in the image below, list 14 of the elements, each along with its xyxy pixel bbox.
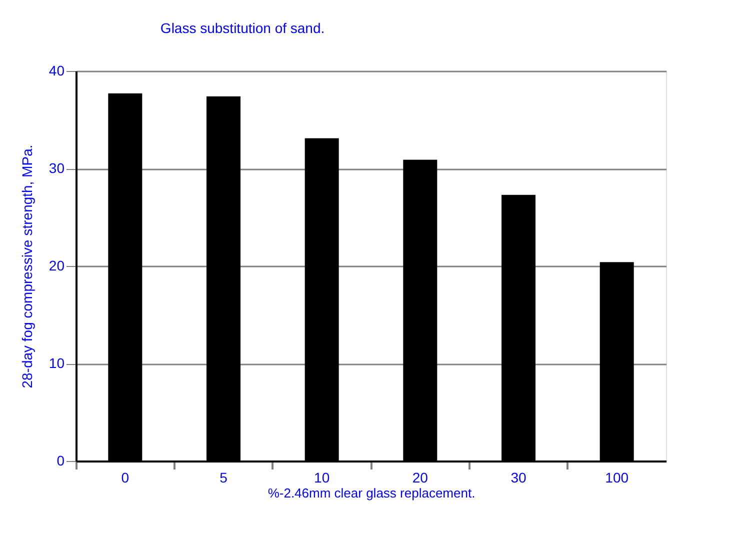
y-tick-label: 10 bbox=[48, 355, 65, 371]
chart-title: Glass substitution of sand. bbox=[160, 20, 325, 36]
x-tick-label: 0 bbox=[121, 470, 130, 486]
x-tick-label: 5 bbox=[220, 470, 228, 486]
y-tick-label: 20 bbox=[48, 258, 65, 274]
x-axis-title: %-2.46mm clear glass replacement. bbox=[268, 486, 476, 500]
y-tick-label: 40 bbox=[48, 62, 65, 78]
x-tick-label: 20 bbox=[412, 470, 428, 486]
x-tick-label: 10 bbox=[314, 470, 330, 486]
y-tick-label: 0 bbox=[56, 452, 65, 468]
x-tick-label: 30 bbox=[510, 470, 526, 486]
x-tick-label: 100 bbox=[605, 470, 629, 486]
y-tick-label: 30 bbox=[48, 160, 65, 176]
y-axis-title: 28-day fog compressive strength, MPa. bbox=[18, 144, 35, 388]
